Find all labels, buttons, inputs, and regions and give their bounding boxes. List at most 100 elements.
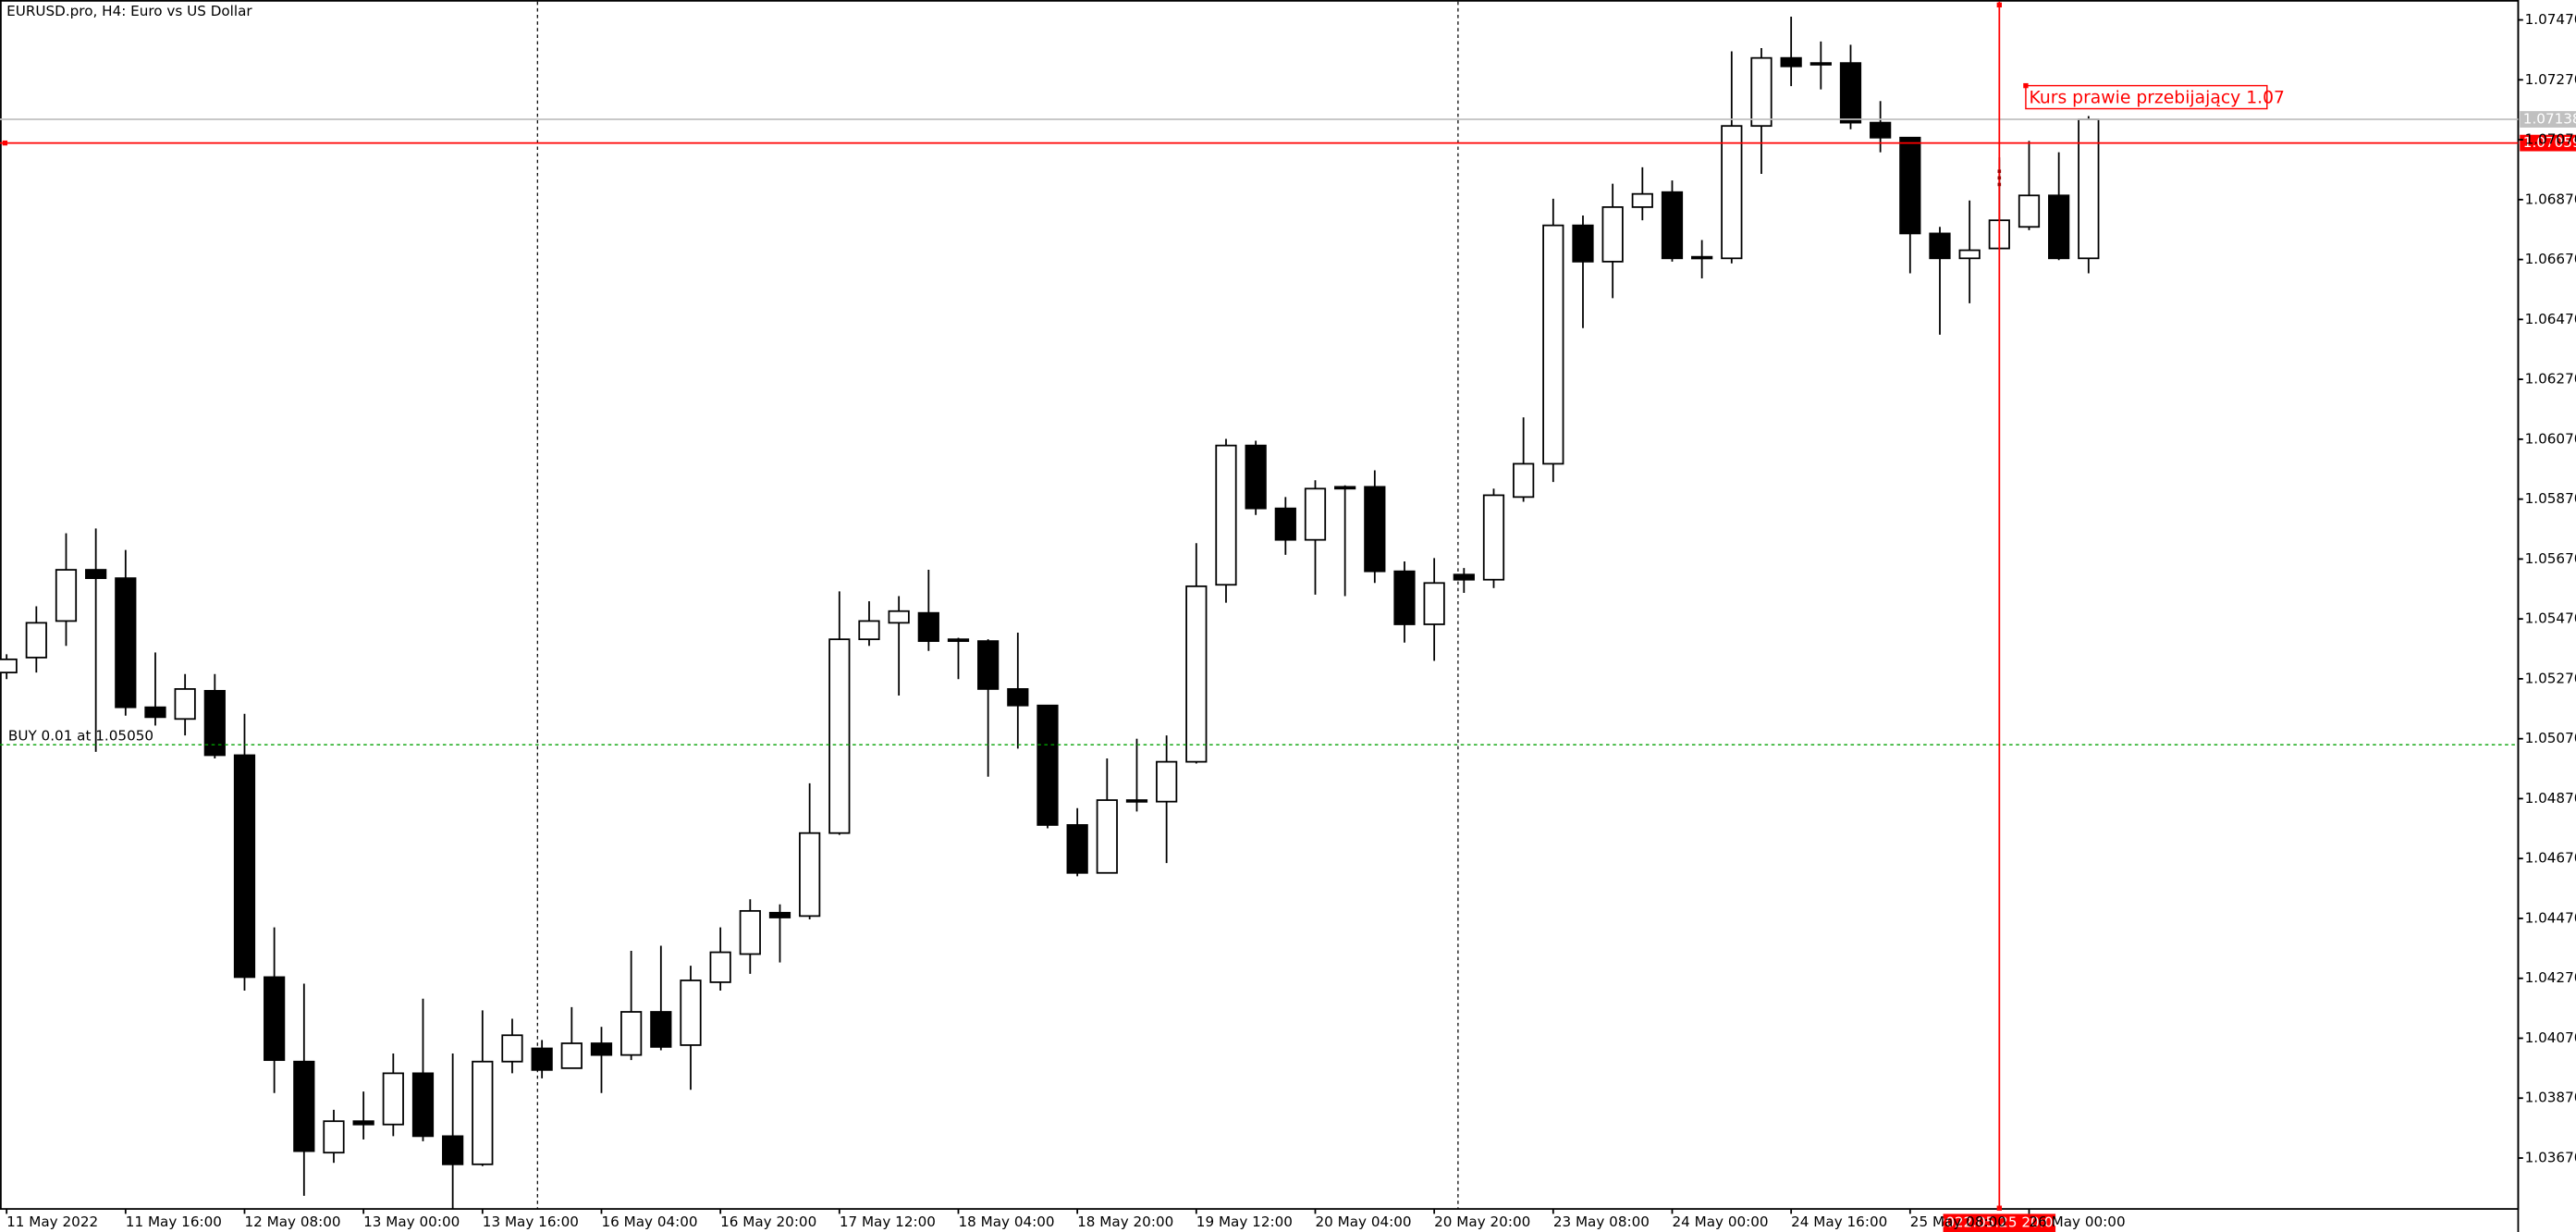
candle-body <box>1691 255 1713 260</box>
candle-body <box>1215 444 1237 586</box>
candle-body <box>323 1120 345 1154</box>
candle-body <box>1601 206 1624 263</box>
candle-body <box>382 1072 404 1126</box>
candle-body <box>828 638 851 834</box>
y-tick-label: 1.06670 <box>2525 251 2576 267</box>
y-tick-label: 1.06070 <box>2525 430 2576 447</box>
candle-body <box>1156 760 1178 803</box>
candle-body <box>144 706 166 719</box>
candle-body <box>620 1011 643 1056</box>
candle-body <box>2018 194 2041 228</box>
candle-body <box>1393 570 1416 625</box>
y-tick-label: 1.03870 <box>2525 1090 2576 1106</box>
y-tick-label: 1.07470 <box>2525 11 2576 28</box>
candle-body <box>1661 191 1684 260</box>
x-tick-label: 16 May 20:00 <box>720 1214 816 1230</box>
candle-body <box>85 569 107 580</box>
y-tick-label: 1.04670 <box>2525 850 2576 867</box>
candle-body <box>1245 444 1267 510</box>
candle-body <box>858 620 880 641</box>
candle-body <box>1334 486 1356 490</box>
candle-body <box>947 638 970 643</box>
candle-body <box>233 754 256 979</box>
candle-body <box>1839 62 1862 124</box>
x-tick-label: 20 May 20:00 <box>1434 1214 1530 1230</box>
y-tick-label: 1.06270 <box>2525 371 2576 388</box>
x-tick-label: 13 May 00:00 <box>363 1214 460 1230</box>
candle-body <box>1572 224 1594 263</box>
candle-body <box>1870 121 1892 139</box>
y-tick-label: 1.05470 <box>2525 610 2576 627</box>
price-label-box <box>2520 111 2576 128</box>
y-tick-label: 1.05270 <box>2525 670 2576 686</box>
candle-body <box>1513 462 1535 499</box>
candle-body <box>709 951 731 983</box>
candle-body <box>25 622 47 659</box>
candle-body <box>1185 585 1208 763</box>
candle-body <box>411 1072 435 1138</box>
cursor-label: 2022.05.25 20:00 <box>1937 1214 2063 1231</box>
candle-body <box>1423 582 1445 625</box>
candle-body <box>977 640 1000 690</box>
candle-body <box>115 577 137 708</box>
y-tick-label: 1.03670 <box>2525 1150 2576 1166</box>
y-tick-label: 1.05670 <box>2525 550 2576 567</box>
y-tick-label: 1.05070 <box>2525 730 2576 746</box>
x-tick-label: 18 May 20:00 <box>1077 1214 1173 1230</box>
y-tick-label: 1.04870 <box>2525 790 2576 807</box>
cursor-handle <box>1996 2 2003 8</box>
x-tick-label: 17 May 12:00 <box>840 1214 936 1230</box>
candle-body <box>472 1060 494 1165</box>
candle-body <box>590 1042 613 1056</box>
x-tick-label: 25 May 08:00 <box>1910 1214 2006 1230</box>
candle-body <box>1780 56 1802 68</box>
x-tick-label: 24 May 16:00 <box>1791 1214 1887 1230</box>
price-label: 1.07138 <box>2523 111 2576 128</box>
y-tick-label: 1.05870 <box>2525 490 2576 507</box>
x-tick-label: 11 May 2022 <box>6 1214 98 1230</box>
candle-body <box>1542 224 1564 465</box>
x-tick-label: 13 May 16:00 <box>483 1214 579 1230</box>
x-tick-label: 11 May 16:00 <box>126 1214 222 1230</box>
candle-body <box>799 832 821 918</box>
candle-body <box>352 1120 374 1126</box>
candle-body <box>1482 494 1505 581</box>
candle-body <box>888 610 910 624</box>
x-tick-label: 24 May 00:00 <box>1672 1214 1768 1230</box>
candle-body <box>1096 799 1118 874</box>
candle-body <box>1721 125 1743 260</box>
candle-body <box>768 911 791 918</box>
candle-body <box>1364 486 1386 573</box>
annotation-handle <box>2023 82 2029 89</box>
candle-body <box>501 1034 523 1063</box>
candle-body <box>2048 194 2070 260</box>
candle-body <box>1929 232 1951 260</box>
y-tick-label: 1.04470 <box>2525 909 2576 926</box>
candle-body <box>174 688 196 721</box>
x-tick-label: 12 May 08:00 <box>244 1214 340 1230</box>
cursor-handle <box>1996 1205 2003 1211</box>
chart-title: EURUSD.pro, H4: Euro vs US Dollar <box>6 3 252 19</box>
x-tick-label: 23 May 08:00 <box>1553 1214 1650 1230</box>
candle-body <box>2078 118 2100 260</box>
cursor-label-box <box>1943 1214 2056 1232</box>
candle-body <box>531 1047 553 1071</box>
candle-body <box>1304 487 1327 541</box>
candle-body <box>917 611 939 643</box>
y-tick-label: 1.07270 <box>2525 71 2576 88</box>
x-tick-label: 19 May 12:00 <box>1196 1214 1293 1230</box>
candle-body <box>560 1042 583 1069</box>
line-handle <box>2 140 8 146</box>
x-tick-label: 26 May 00:00 <box>2029 1214 2125 1230</box>
annotation-box <box>2025 84 2268 110</box>
candle-body <box>55 569 78 622</box>
candle-body <box>1274 507 1296 541</box>
candle-body <box>264 976 286 1062</box>
candle-body <box>0 658 18 674</box>
candle-body <box>1037 704 1059 826</box>
candle-body <box>1007 688 1029 707</box>
x-tick-label: 16 May 04:00 <box>601 1214 697 1230</box>
candle-body <box>1631 192 1653 208</box>
order-label: BUY 0.01 at 1.05050 <box>8 728 153 745</box>
